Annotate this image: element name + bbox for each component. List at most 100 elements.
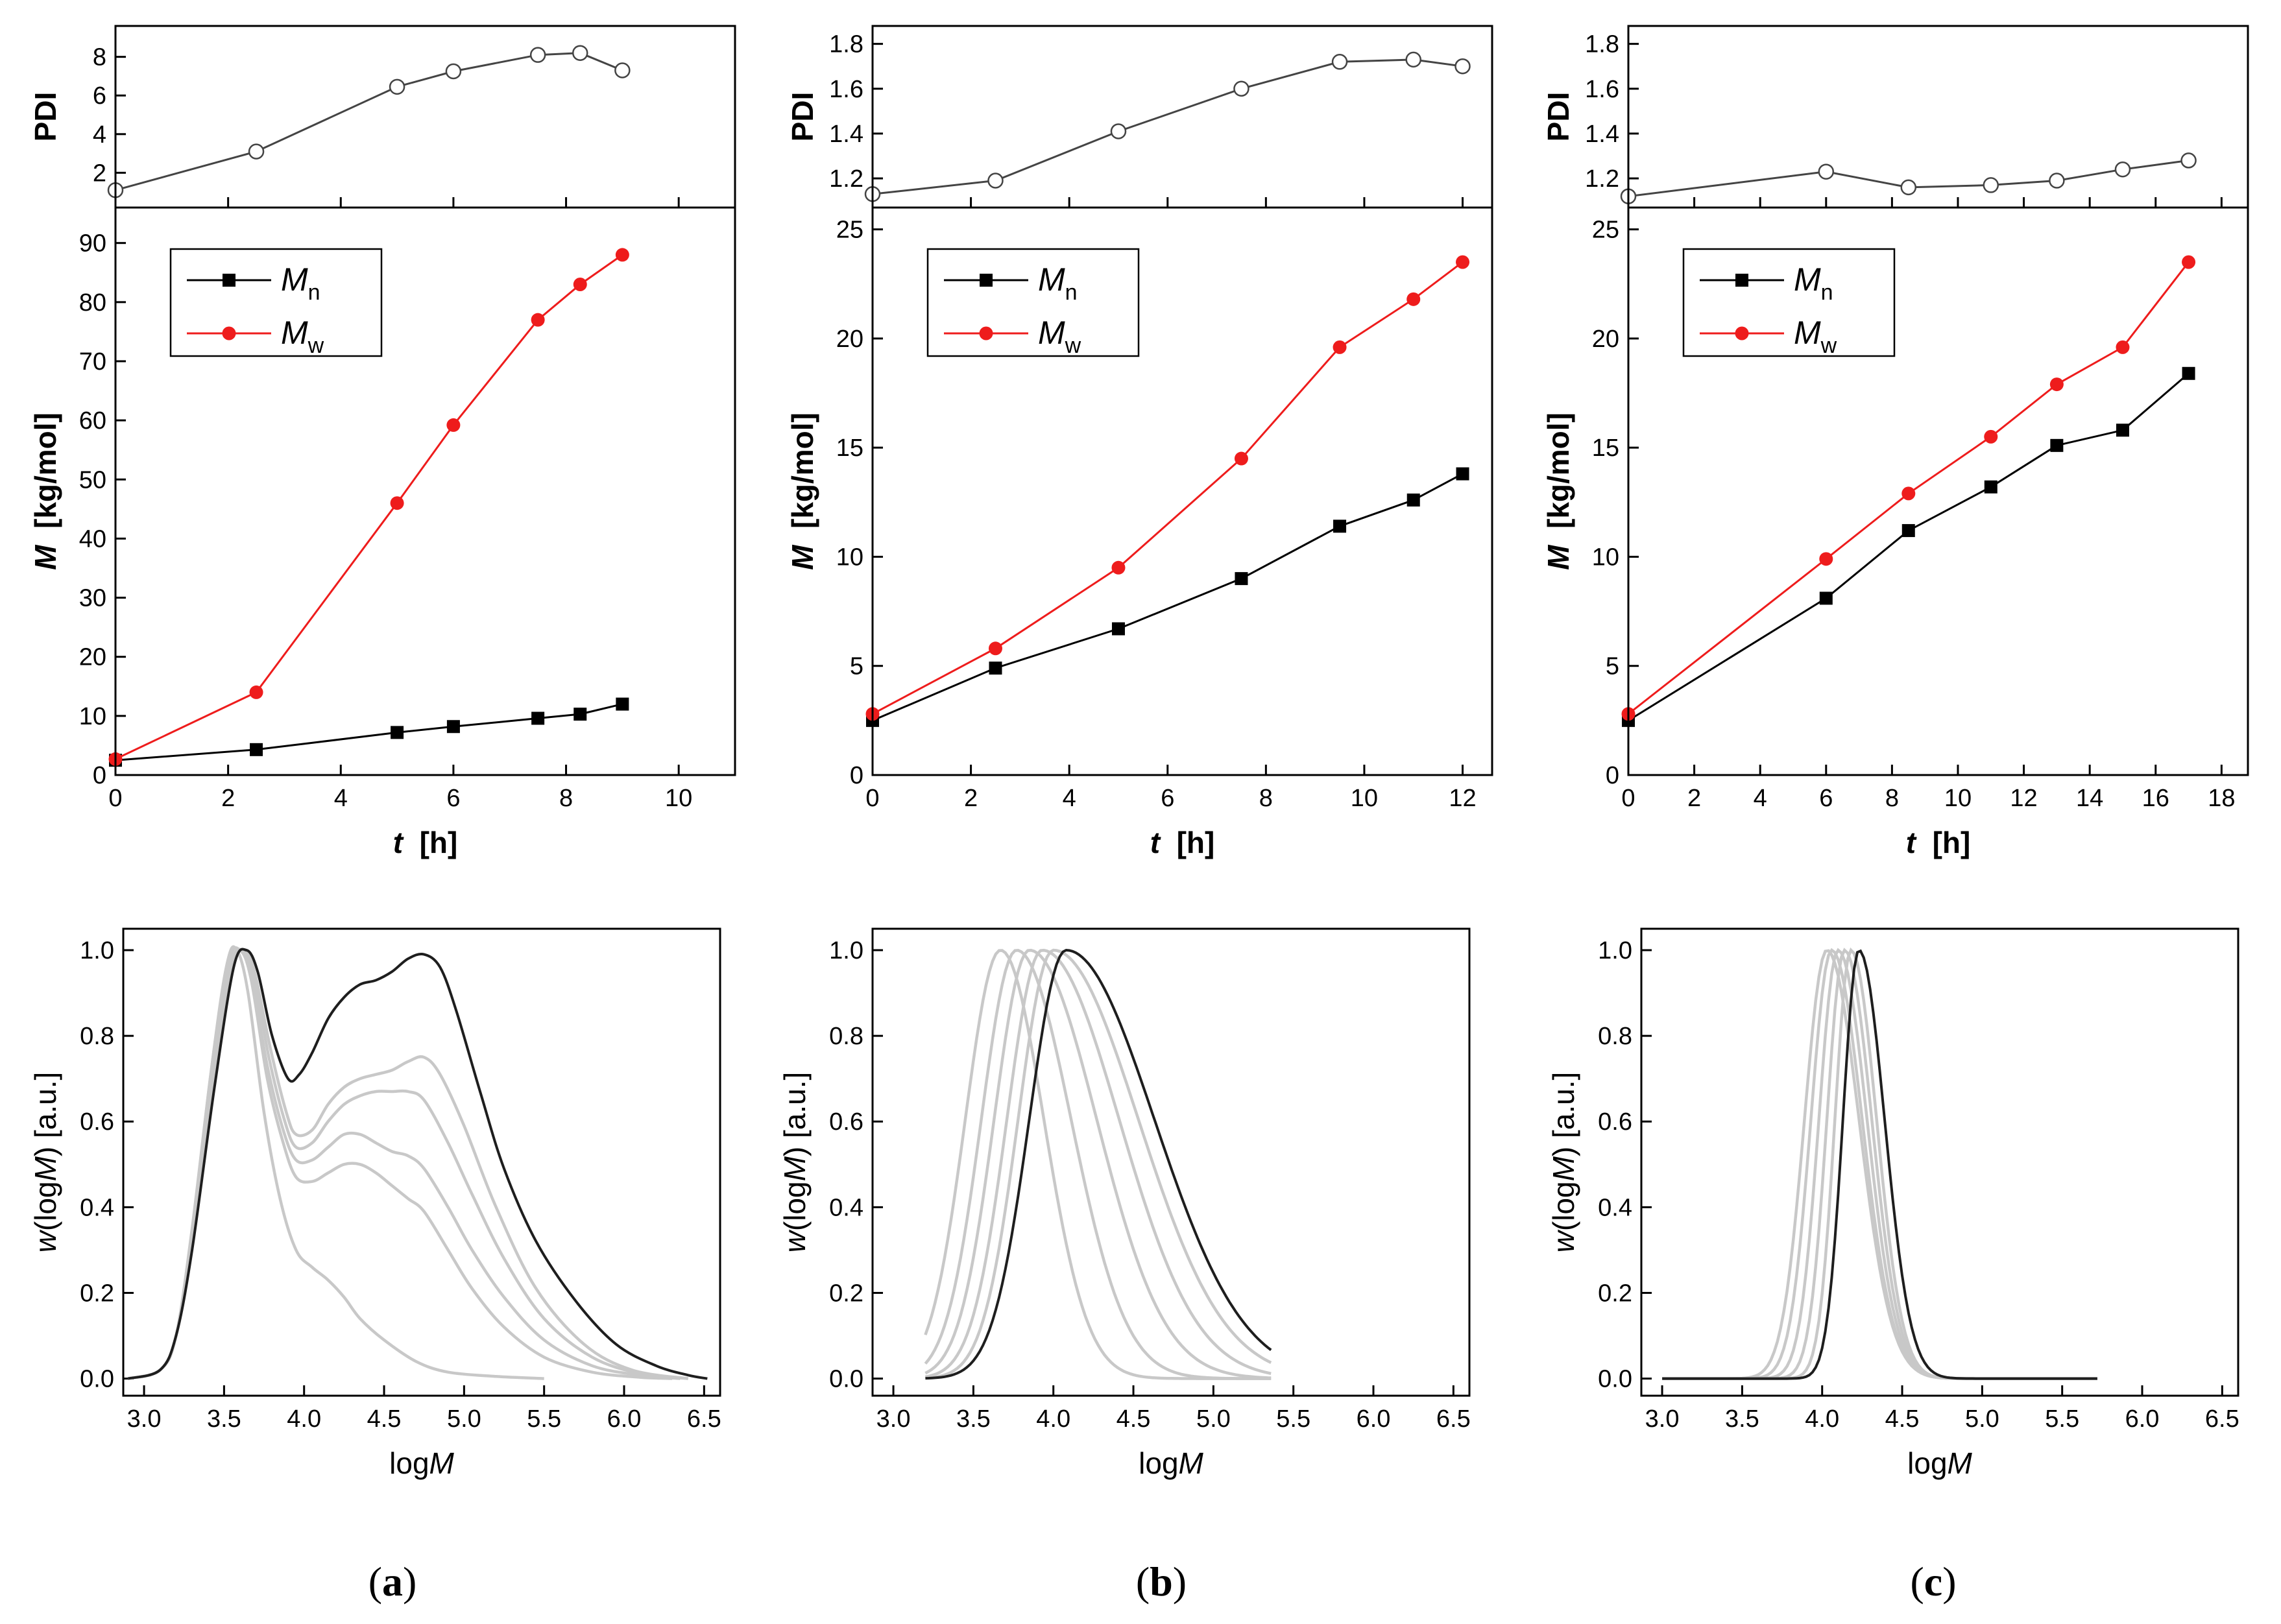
panel-a-pdi-point-6 xyxy=(614,62,631,78)
panel-a-mass-ytick-label-1: 10 xyxy=(79,703,106,730)
panel-a-series-Mw-point-2 xyxy=(390,496,404,510)
panel-a-mwd-ytick-label-0: 0.0 xyxy=(80,1366,114,1393)
panel-a-legend-label-Mn: Mn xyxy=(281,261,320,305)
panel-b-legend-marker-Mn xyxy=(980,274,993,287)
panel-b-mwd-xtick-label-7: 6.5 xyxy=(1436,1405,1471,1433)
panel-a-mass-xtick-label-5: 10 xyxy=(665,785,692,812)
panel-c-pdi-ytick-label-1: 1.4 xyxy=(1585,121,1619,148)
panel-c-mass-xtick-label-9: 18 xyxy=(2208,785,2235,812)
panel-a-mwd-ylabel-part-2: M xyxy=(29,1156,62,1181)
panel-a-legend-box xyxy=(169,248,383,357)
panel-a-mass-xtick-label-0: 0 xyxy=(108,785,122,812)
panel-b-mwd-xtick-label-4: 5.0 xyxy=(1196,1405,1231,1433)
panel-b-series-Mw-point-5 xyxy=(1406,292,1421,306)
panel-c-label-open: ( xyxy=(1910,1558,1924,1605)
panel-c-series-Mw-point-4 xyxy=(2049,377,2064,392)
panel-a-mass-ytick-label-6: 60 xyxy=(79,407,106,435)
panel-a-mass-ytick-label-0: 0 xyxy=(93,762,106,789)
panel-a-mwd-chart: 0.0 0.2 0.4 0.6 0.8 1.0 3.0 3.5 4.0 4.5 5.0 5.5 6.0 6… xyxy=(29,927,721,1480)
panel-a-mass-ytick-label-8: 80 xyxy=(79,289,106,316)
panel-b-pdi-point-4 xyxy=(1331,54,1348,70)
panel-b-mwd-xlabel-log: log xyxy=(1139,1446,1178,1480)
panel-c-series-Mn-point-2 xyxy=(1901,524,1915,538)
panel-c-legend-marker-Mn xyxy=(1735,274,1748,287)
panel-a-mwd-ylabel-part-3: ) [a.u.] xyxy=(29,1072,62,1156)
panel-b-legend-label-sub-Mw: w xyxy=(1065,333,1081,358)
panel-b-mwd-curve-4 xyxy=(925,948,1272,1379)
panel-b-mwd-chart: 0.0 0.2 0.4 0.6 0.8 1.0 3.0 3.5 4.0 4.5 5.0 5.5 6.0 6… xyxy=(778,927,1471,1480)
panel-a-series-Mw-point-3 xyxy=(446,418,461,432)
panel-b-mass-xtick-label-4: 8 xyxy=(1259,785,1273,812)
panel-a-label-open: ( xyxy=(368,1558,382,1605)
panel-c-mass-xtick-label-6: 12 xyxy=(2010,785,2037,812)
panel-a-mwd-curve-0 xyxy=(127,945,544,1380)
panel-c-mass-chart: 0 5 10 15 20 25 0 2 4 6 8 10 12 14 16 18 M [kg/mol] t [h]… xyxy=(1541,206,2249,859)
panel-b-pdi-point-6 xyxy=(1454,58,1471,75)
panel-a-mwd-xlabel: logM xyxy=(389,1446,454,1480)
panel-c-series-Mn-line xyxy=(1628,372,2190,722)
panel-c-mwd-ylabel-part-1: (log xyxy=(1547,1181,1580,1231)
panel-c-mass-xtick-label-7: 14 xyxy=(2076,785,2103,812)
panel-a-mwd-frame xyxy=(122,927,721,1397)
panel-a-mwd-xlabel-M: M xyxy=(429,1446,455,1480)
panel-b-mass-xlabel-symbol: t xyxy=(1150,826,1161,859)
panel-b-mwd-ytick-label-0: 0.0 xyxy=(829,1366,863,1393)
panel-c-mwd-xlabel-log: log xyxy=(1907,1446,1947,1480)
panel-b-mass-ytick-label-4: 20 xyxy=(836,326,863,353)
panel-c-pdi-point-4 xyxy=(2049,173,2065,189)
panel-a-series-Mn-point-3 xyxy=(446,720,460,734)
panel-a-mwd-xtick-label-1: 3.5 xyxy=(207,1405,241,1433)
panel-a-mass-xlabel: t [h] xyxy=(393,826,458,859)
panel-c-legend-box xyxy=(1682,248,1896,357)
panel-a-mwd-xtick-label-2: 4.0 xyxy=(287,1405,321,1433)
panel-c-pdi-ylabel: PDI xyxy=(1541,92,1575,142)
panel-a-mass-xlabel-symbol: t xyxy=(393,826,404,859)
panel-a-mass-ylabel: M [kg/mol] xyxy=(29,412,62,570)
panel-c-pdi-point-1 xyxy=(1818,163,1835,180)
panel-c-mass-xtick-label-4: 8 xyxy=(1885,785,1899,812)
panel-a-pdi-point-5 xyxy=(572,45,588,61)
panel-a-mwd-curve-1 xyxy=(127,946,673,1380)
panel-c-legend-label-main-Mn: M xyxy=(1794,261,1821,298)
panel-b-mass-ytick-label-3: 15 xyxy=(836,435,863,462)
panel-a-pdi-frame xyxy=(114,25,736,209)
panel-a-series-Mn-point-6 xyxy=(616,697,629,711)
panel-b-series-Mn-point-1 xyxy=(989,662,1002,675)
panel-a-mwd-xtick-label-0: 3.0 xyxy=(127,1405,162,1433)
panel-c-mwd-xlabel-M: M xyxy=(1948,1446,1973,1480)
panel-c-series-Mw-point-1 xyxy=(1819,552,1833,566)
panel-b-pdi-line xyxy=(872,58,1463,195)
panel-b-mass-xtick-label-5: 10 xyxy=(1351,785,1378,812)
panel-c-legend-marker-Mw xyxy=(1735,326,1749,340)
panel-a-pdi-ytick-label-1: 4 xyxy=(93,121,106,149)
panel-c-legend-label-Mw: Mw xyxy=(1794,315,1837,358)
panel-c-mwd-ytick-label-0: 0.0 xyxy=(1598,1366,1632,1393)
panel-c-mass-xlabel: t [h] xyxy=(1906,826,1971,859)
panel-b-mwd-curve-3 xyxy=(924,948,1272,1379)
panel-b-legend-label-main-Mw: M xyxy=(1038,315,1065,351)
panel-a-mass-ytick-label-4: 40 xyxy=(79,525,106,553)
panel-b-mwd-ytick-label-1: 0.2 xyxy=(829,1280,863,1307)
panel-a-mass-ytick-label-5: 50 xyxy=(79,466,106,494)
panel-c-series-Mn-point-4 xyxy=(2050,438,2064,452)
panel-b-pdi-ylabel: PDI xyxy=(786,92,819,142)
panel-c-pdi-ytick-label-2: 1.6 xyxy=(1585,76,1619,103)
panel-a-mass-xtick-label-3: 6 xyxy=(446,785,460,812)
panel-b-mwd-curve-5 xyxy=(925,948,1272,1380)
panel-a-mwd-ylabel: w(logM) [a.u.] xyxy=(29,1072,62,1253)
panel-b-series-Mn-point-5 xyxy=(1406,493,1420,507)
panel-a-mass-chart: 0 10 20 30 40 50 60 70 80 90 0 2 4 6 8 10 M [kg/mol] t [h… xyxy=(29,206,736,859)
panel-a-pdi-ylabel: PDI xyxy=(29,92,62,142)
panel-a-mass-ytick-label-2: 20 xyxy=(79,644,106,671)
panel-b-series-Mn-line xyxy=(872,473,1464,722)
panel-c-pdi-ytick-label-0: 1.2 xyxy=(1585,165,1619,193)
panel-c-mass-xtick-label-8: 16 xyxy=(2142,785,2169,812)
panel-b-mwd-frame xyxy=(871,927,1471,1397)
panel-c-mass-ytick-label-0: 0 xyxy=(1606,762,1619,789)
panel-b-legend-box xyxy=(926,248,1140,357)
panel-a-pdi-ytick-label-3: 8 xyxy=(93,44,106,71)
panel-c-series-Mw-point-2 xyxy=(1901,486,1916,501)
panel-b-mass-ytick-label-2: 10 xyxy=(836,543,863,571)
